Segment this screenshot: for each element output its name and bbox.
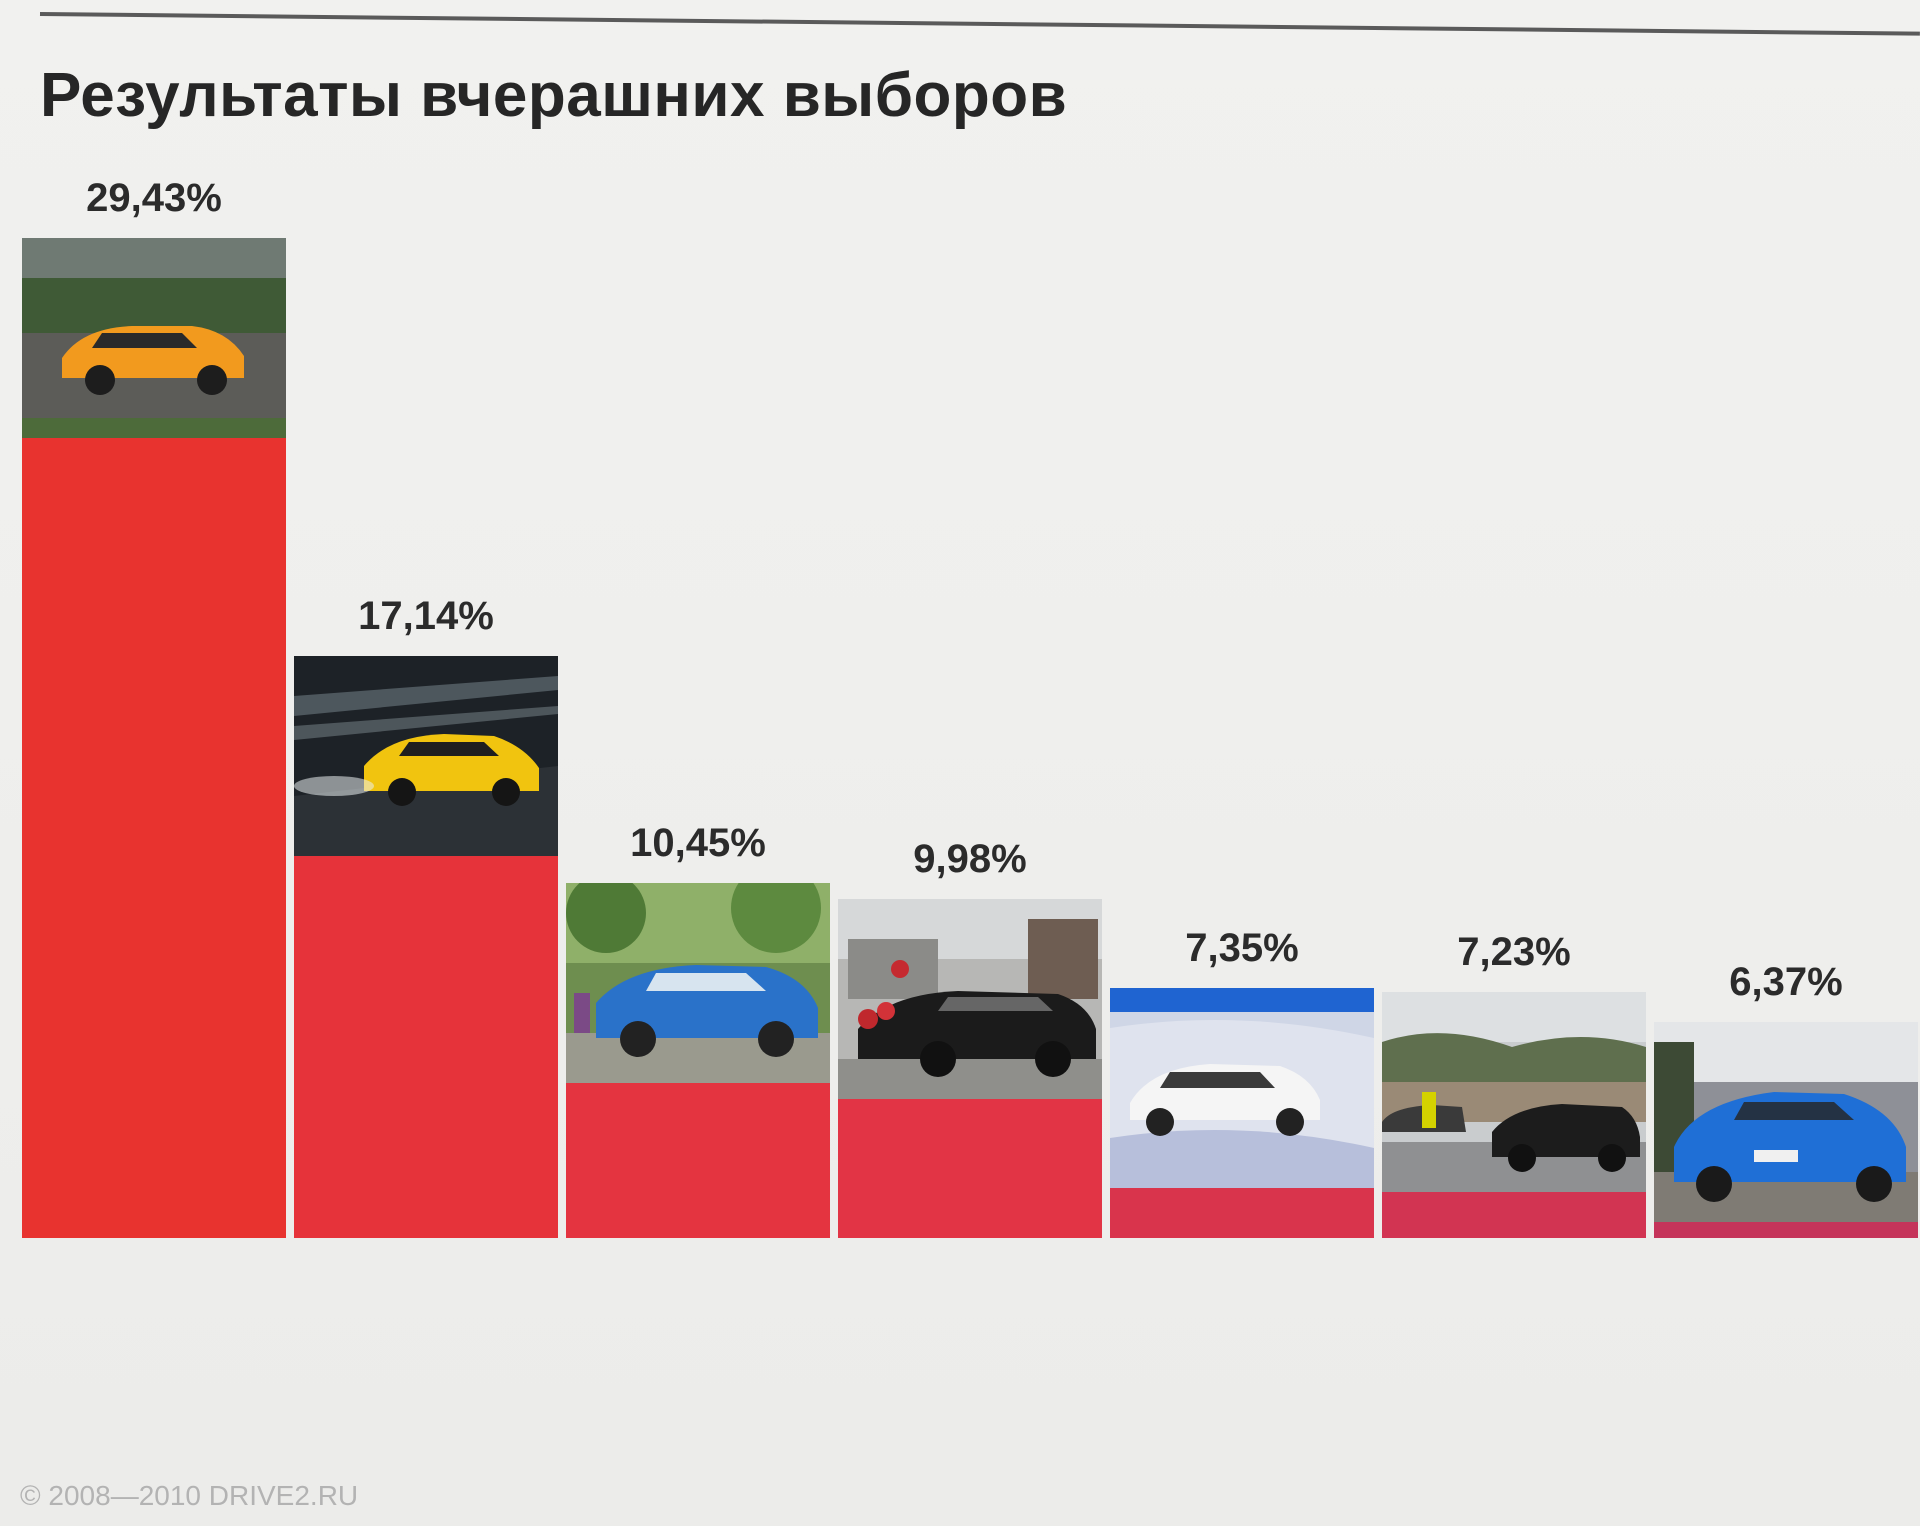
bar-value-label: 7,23%: [1457, 930, 1571, 975]
blue-hatchback-icon: [566, 882, 830, 1083]
bar-value-label: 17,14%: [358, 593, 494, 638]
bar-value-label: 7,35%: [1185, 926, 1299, 971]
bar: [22, 238, 286, 1238]
bar-fill: [1110, 1188, 1374, 1238]
orange-sports-car-icon: [22, 238, 286, 438]
bar-value-label: 6,37%: [1729, 959, 1843, 1004]
bar-fill: [294, 855, 558, 1238]
white-suv-icon: [1110, 988, 1374, 1189]
bar: [838, 898, 1102, 1238]
black-sports-cars-icon: [1382, 992, 1646, 1193]
bar-value-label: 10,45%: [630, 820, 766, 865]
page-title: Результаты вчерашних выборов: [40, 61, 1068, 130]
bar-fill: [1654, 1221, 1918, 1238]
bar: [566, 882, 830, 1238]
bar-fill: [566, 1082, 830, 1238]
bar-fill: [1382, 1192, 1646, 1238]
yellow-coupe-icon: [294, 655, 558, 856]
bar: [1382, 992, 1646, 1238]
bar: [1110, 988, 1374, 1238]
bar-value-label: 9,98%: [913, 836, 1027, 881]
bar: [1654, 1021, 1918, 1238]
bar-fill: [22, 438, 286, 1238]
bar: [294, 655, 558, 1238]
copyright-footer: © 2008—2010 DRIVE2.RU: [20, 1480, 359, 1511]
bar-value-label: 29,43%: [86, 176, 222, 220]
bar-fill: [838, 1098, 1102, 1238]
blue-hatchback-icon: [1654, 1021, 1918, 1222]
black-roadster-icon: [838, 898, 1102, 1099]
